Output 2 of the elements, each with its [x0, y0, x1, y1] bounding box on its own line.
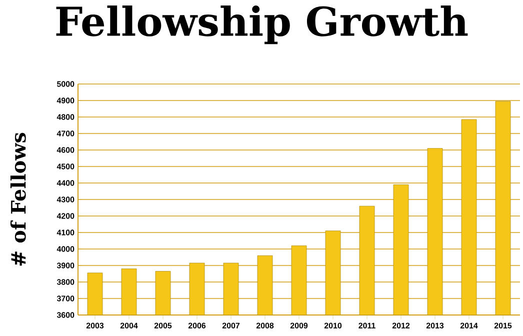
y-axis-title: # of Fellows [10, 132, 26, 266]
chart-title: Fellowship Growth [56, 6, 468, 44]
